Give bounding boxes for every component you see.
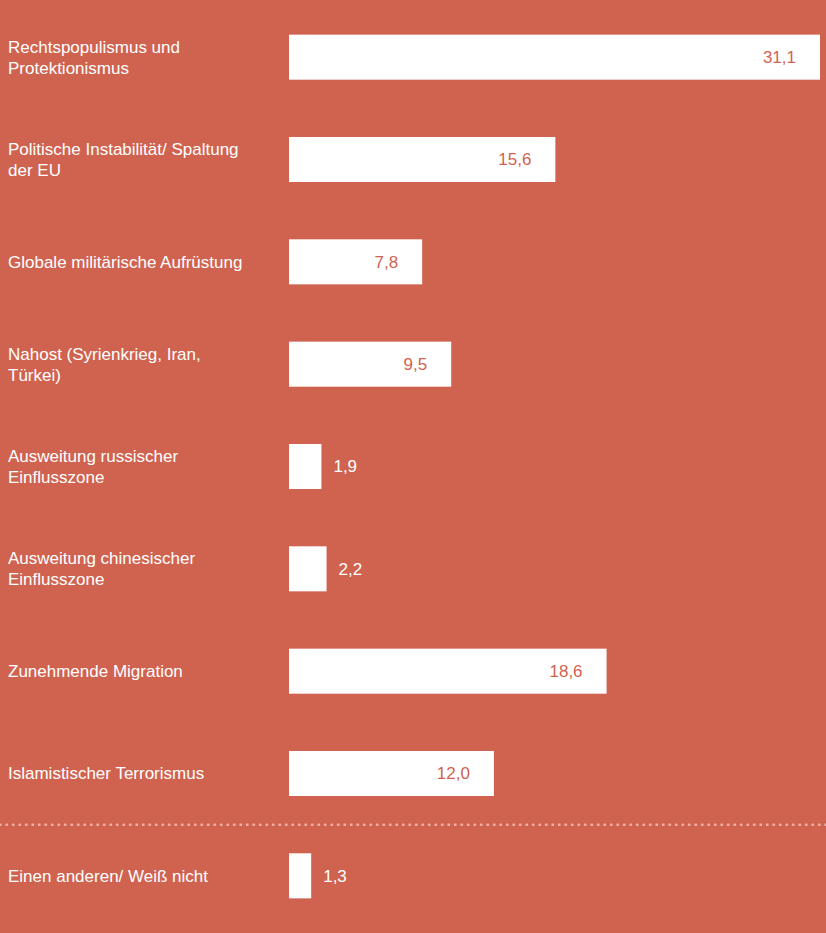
value-label: 12,0 (437, 764, 470, 783)
value-label: 9,5 (404, 355, 428, 374)
value-label: 31,1 (763, 48, 796, 67)
value-label: 15,6 (498, 150, 531, 169)
chart: Rechtspopulismus undProtektionismus Polit… (0, 0, 826, 933)
bar (289, 444, 321, 489)
category-label: Rechtspopulismus undProtektionismus (8, 38, 180, 78)
category-label: Islamistischer Terrorismus (8, 764, 204, 783)
category-label: Ausweitung russischerEinflusszone (8, 447, 178, 487)
bar (289, 546, 327, 591)
category-label: Ausweitung chinesischerEinflusszone (8, 549, 195, 589)
separator (0, 823, 826, 826)
category-labels: Rechtspopulismus undProtektionismus Polit… (8, 38, 242, 886)
bar (289, 137, 555, 182)
value-label: 1,9 (333, 457, 357, 476)
bar (289, 35, 820, 80)
bar (289, 751, 494, 796)
bars (289, 35, 820, 899)
bar (289, 649, 607, 694)
category-label: Nahost (Syrienkrieg, Iran,Türkei) (8, 345, 201, 385)
background (0, 0, 826, 933)
category-label: Zunehmende Migration (8, 662, 183, 681)
bar (289, 853, 311, 898)
category-label: Einen anderen/ Weiß nicht (8, 867, 208, 886)
value-labels: 31,1 15,6 7,8 9,5 1,9 2,2 18,6 12,0 1,3 (323, 48, 796, 886)
category-label: Globale militärische Aufrüstung (8, 253, 242, 272)
bar (289, 239, 422, 284)
value-label: 18,6 (549, 662, 582, 681)
value-label: 1,3 (323, 867, 347, 886)
value-label: 2,2 (339, 560, 363, 579)
bar (289, 342, 451, 387)
category-label: Politische Instabilität/ Spaltungder EU (8, 140, 239, 180)
value-label: 7,8 (375, 253, 399, 272)
